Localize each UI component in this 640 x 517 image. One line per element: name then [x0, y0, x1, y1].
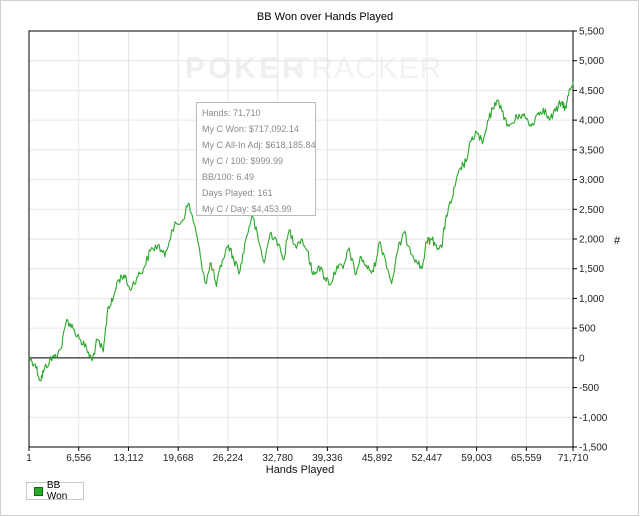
x-tick-label: 13,112 — [114, 453, 144, 464]
tooltip-days-played: Days Played: 161 — [202, 188, 273, 198]
x-tick-label: 32,780 — [262, 453, 293, 464]
stats-tooltip: Hands: 71,710 My C Won: $717,092.14 My C… — [196, 102, 316, 216]
y-tick-label: 1,000 — [579, 294, 604, 305]
x-axis-ticks: 1 6,556 13,112 19,668 26,224 32,780 39,336 45,8… — [26, 447, 589, 464]
y-tick-label: 4,000 — [579, 116, 604, 127]
series-layer — [28, 81, 574, 382]
x-tick-label: 19,668 — [163, 453, 194, 464]
y-tick-label: 3,500 — [579, 145, 604, 156]
y-axis-title: # — [614, 235, 621, 247]
chart-title: BB Won over Hands Played — [257, 11, 393, 23]
legend-swatch — [34, 486, 43, 496]
tooltip-allin-adj: My C All-In Adj: $618,185.84 — [202, 140, 316, 150]
watermark-part1: POKER — [185, 52, 307, 85]
y-tick-label: 4,500 — [579, 86, 604, 97]
tooltip-per-day: My C / Day: $4,453.99 — [202, 204, 292, 214]
y-tick-label: 5,000 — [579, 56, 604, 67]
x-axis-title: Hands Played — [266, 464, 335, 476]
y-tick-label: 2,000 — [579, 235, 604, 246]
y-axis-ticks: 5,500 5,000 4,500 4,000 3,500 3,000 2,500 2,000… — [573, 27, 608, 454]
x-tick-label: 39,336 — [312, 453, 343, 464]
y-tick-label: -500 — [579, 383, 599, 394]
y-tick-label: 0 — [579, 353, 585, 364]
x-tick-label: 71,710 — [558, 453, 589, 464]
legend-label: BB Won — [46, 480, 68, 502]
x-tick-label: 59,003 — [461, 453, 492, 464]
tooltip-bb-per-100: BB/100: 6.49 — [202, 172, 255, 182]
x-tick-label: 26,224 — [213, 453, 244, 464]
y-tick-label: -1,500 — [579, 443, 608, 454]
pokertracker-watermark: POKER TRACKER — [185, 52, 442, 85]
y-tick-label: 2,500 — [579, 205, 604, 216]
x-tick-label: 1 — [26, 453, 32, 464]
tooltip-per-100: My C / 100: $999.99 — [202, 156, 284, 166]
x-tick-label: 6,556 — [66, 453, 91, 464]
y-tick-label: 500 — [579, 324, 596, 335]
x-tick-label: 45,892 — [362, 453, 393, 464]
tooltip-hands: Hands: 71,710 — [202, 108, 261, 118]
y-tick-label: -1,000 — [579, 413, 608, 424]
y-tick-label: 1,500 — [579, 264, 604, 275]
y-tick-label: 3,000 — [579, 175, 604, 186]
tooltip-won: My C Won: $717,092.14 — [202, 124, 299, 134]
x-tick-label: 52,447 — [412, 453, 443, 464]
watermark-part2: TRACKER — [292, 52, 442, 85]
legend[interactable]: BB Won — [26, 480, 84, 502]
y-tick-label: 5,500 — [579, 27, 604, 38]
x-tick-label: 65,559 — [511, 453, 542, 464]
series-line-bb-won — [28, 81, 574, 382]
